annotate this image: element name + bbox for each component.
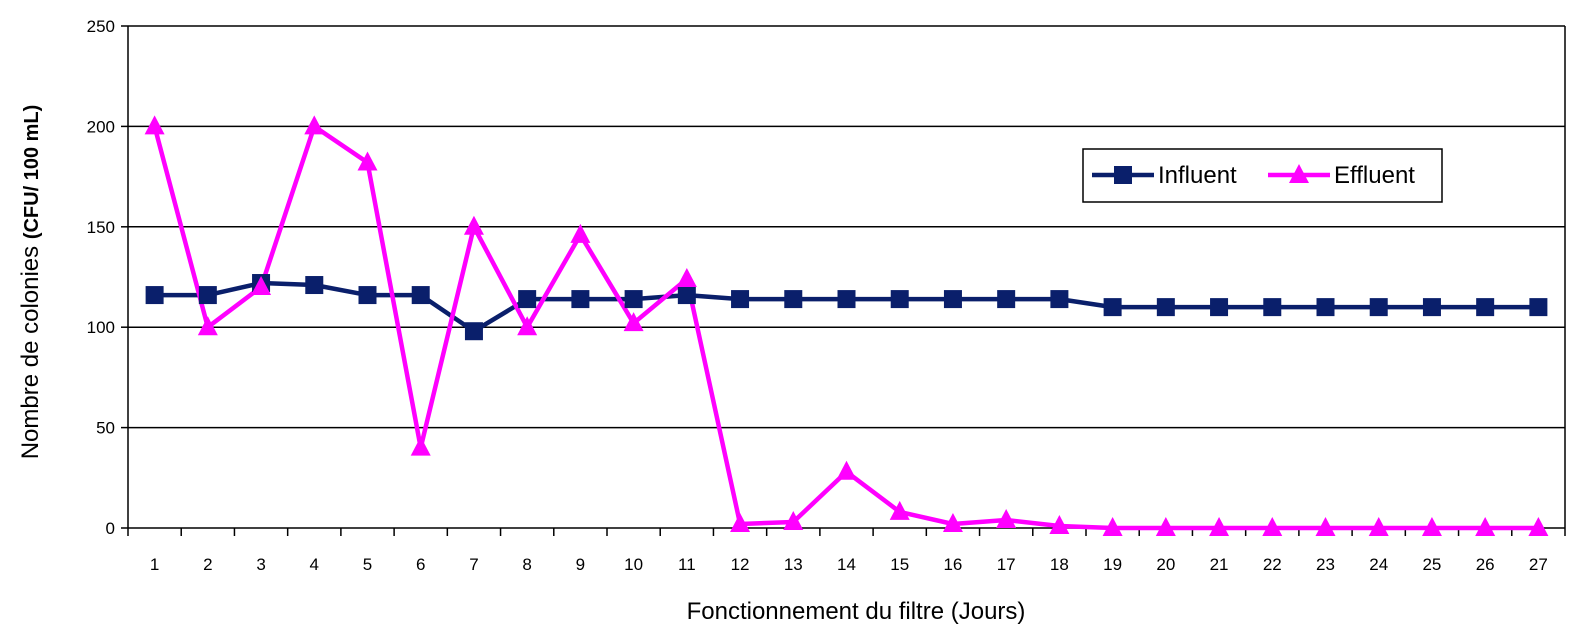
data-point-influent bbox=[837, 290, 856, 309]
x-tick-label: 12 bbox=[731, 555, 750, 574]
x-tick-label: 17 bbox=[997, 555, 1016, 574]
data-point-influent bbox=[1369, 298, 1388, 317]
data-point-effluent bbox=[463, 215, 484, 235]
y-tick-label: 0 bbox=[106, 519, 115, 538]
x-tick-label: 9 bbox=[576, 555, 585, 574]
data-point-influent bbox=[464, 322, 483, 341]
x-tick-label: 10 bbox=[624, 555, 643, 574]
data-point-effluent bbox=[1475, 517, 1496, 536]
data-point-effluent bbox=[1102, 517, 1123, 536]
x-tick-label: 26 bbox=[1476, 555, 1495, 574]
x-tick-label: 23 bbox=[1316, 555, 1335, 574]
data-point-influent bbox=[518, 290, 537, 309]
x-tick-label: 18 bbox=[1050, 555, 1069, 574]
data-point-influent bbox=[411, 286, 430, 305]
legend-label-influent: Influent bbox=[1158, 162, 1237, 189]
data-point-effluent bbox=[889, 500, 910, 520]
data-point-effluent bbox=[676, 268, 697, 288]
x-tick-label: 22 bbox=[1263, 555, 1282, 574]
x-tick-label: 21 bbox=[1210, 555, 1229, 574]
x-tick-label: 14 bbox=[837, 555, 856, 574]
x-tick-label: 4 bbox=[310, 555, 319, 574]
x-tick-label: 13 bbox=[784, 555, 803, 574]
data-point-influent bbox=[784, 290, 803, 309]
x-tick-label: 19 bbox=[1103, 555, 1122, 574]
data-point-influent bbox=[1103, 298, 1122, 317]
data-point-influent bbox=[571, 290, 590, 309]
x-tick-label: 20 bbox=[1156, 555, 1175, 574]
data-point-influent bbox=[1476, 298, 1495, 317]
data-point-effluent bbox=[1421, 517, 1442, 536]
data-point-effluent bbox=[1528, 517, 1549, 536]
data-point-effluent bbox=[410, 436, 431, 456]
data-point-effluent bbox=[517, 316, 538, 336]
x-tick-label: 25 bbox=[1422, 555, 1441, 574]
y-tick-label: 100 bbox=[87, 318, 115, 337]
data-point-influent bbox=[1156, 298, 1175, 317]
y-tick-label: 50 bbox=[96, 419, 115, 438]
data-point-effluent bbox=[1315, 517, 1336, 536]
x-tick-label: 5 bbox=[363, 555, 372, 574]
data-point-influent bbox=[1422, 298, 1441, 317]
data-point-effluent bbox=[570, 223, 591, 243]
x-tick-label: 15 bbox=[890, 555, 909, 574]
y-axis-title-unit: (CFU/ 100 mL) bbox=[21, 105, 43, 239]
data-point-influent bbox=[1050, 290, 1069, 309]
data-point-influent bbox=[198, 286, 217, 305]
data-point-effluent bbox=[623, 312, 644, 332]
data-point-effluent bbox=[996, 508, 1017, 528]
x-tick-label: 3 bbox=[256, 555, 265, 574]
y-axis-title: Nombre de colonies (CFU/ 100 mL) bbox=[17, 105, 44, 460]
legend: Influent Effluent bbox=[1082, 148, 1443, 203]
legend-marker-influent bbox=[1114, 166, 1132, 184]
series-markers bbox=[144, 115, 1549, 536]
data-point-effluent bbox=[730, 512, 751, 532]
data-point-effluent bbox=[783, 510, 804, 530]
data-point-effluent bbox=[1368, 517, 1389, 536]
data-point-effluent bbox=[836, 460, 857, 480]
data-point-effluent bbox=[357, 151, 378, 171]
data-point-effluent bbox=[1049, 514, 1070, 534]
data-point-effluent bbox=[1155, 517, 1176, 536]
x-tick-label: 11 bbox=[678, 555, 696, 574]
data-point-influent bbox=[943, 290, 962, 309]
data-point-influent bbox=[1529, 298, 1548, 317]
legend-label-effluent: Effluent bbox=[1334, 162, 1415, 189]
data-point-influent bbox=[890, 290, 909, 309]
x-tick-label: 8 bbox=[522, 555, 531, 574]
data-point-influent bbox=[358, 286, 377, 305]
data-point-influent bbox=[677, 286, 696, 305]
y-tick-label: 200 bbox=[87, 117, 115, 136]
x-tick-label: 6 bbox=[416, 555, 425, 574]
data-point-influent bbox=[731, 290, 750, 309]
data-point-effluent bbox=[304, 115, 325, 135]
data-point-effluent bbox=[144, 115, 165, 135]
x-axis-title: Fonctionnement du filtre (Jours) bbox=[687, 598, 1026, 625]
gridlines bbox=[128, 25, 1565, 429]
data-point-influent bbox=[145, 286, 164, 305]
data-point-influent bbox=[1263, 298, 1282, 317]
legend-marker-effluent bbox=[1289, 164, 1309, 183]
x-tick-label: 1 bbox=[150, 555, 159, 574]
y-axis-title-main: Nombre de colonies bbox=[17, 239, 44, 459]
data-point-effluent bbox=[942, 512, 963, 532]
x-tick-label: 24 bbox=[1369, 555, 1388, 574]
y-tick-label: 250 bbox=[87, 17, 115, 36]
data-point-effluent bbox=[251, 276, 272, 296]
data-point-influent bbox=[305, 276, 324, 295]
data-point-influent bbox=[624, 290, 643, 309]
data-point-influent bbox=[1210, 298, 1229, 317]
y-tick-label: 150 bbox=[87, 218, 115, 237]
x-tick-label: 16 bbox=[943, 555, 962, 574]
x-tick-label: 7 bbox=[469, 555, 478, 574]
data-point-effluent bbox=[1262, 517, 1283, 536]
data-point-influent bbox=[1316, 298, 1335, 317]
data-point-influent bbox=[997, 290, 1016, 309]
data-point-effluent bbox=[1209, 517, 1230, 536]
x-tick-label: 2 bbox=[203, 555, 212, 574]
data-point-effluent bbox=[197, 316, 218, 336]
x-tick-label: 27 bbox=[1529, 555, 1548, 574]
